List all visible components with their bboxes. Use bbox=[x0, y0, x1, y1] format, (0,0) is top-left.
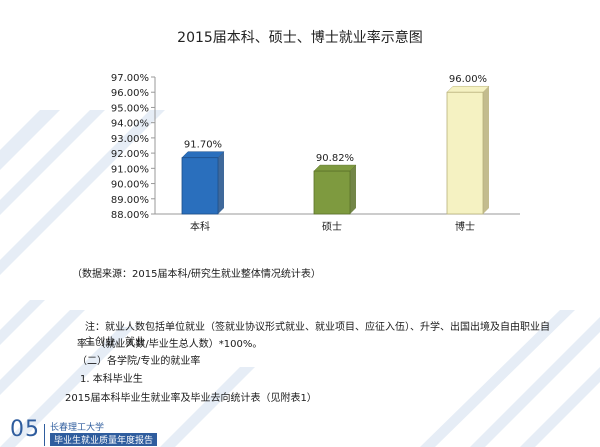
bars bbox=[181, 85, 490, 215]
y-tick-label: 90.00% bbox=[111, 180, 149, 191]
definition-note-line2: 率=（就业人数/毕业生总人数）*100%。 bbox=[77, 339, 263, 350]
school-name: 长春理工大学 bbox=[50, 423, 105, 433]
bar-front bbox=[181, 157, 219, 215]
report-name: 毕业生就业质量年度报告 bbox=[50, 433, 158, 446]
y-tick-label: 89.00% bbox=[111, 195, 149, 206]
y-tick-label: 94.00% bbox=[111, 119, 149, 130]
bar-side bbox=[218, 151, 224, 214]
bar-0 bbox=[181, 151, 225, 215]
category-labels: 本科 硕士 博士 bbox=[190, 220, 475, 233]
y-tick-label: 92.00% bbox=[111, 149, 149, 160]
page-number: 05 bbox=[10, 417, 40, 442]
bar-1 bbox=[313, 164, 357, 215]
y-tick-label: 96.00% bbox=[111, 88, 149, 99]
bar-top bbox=[181, 151, 225, 158]
value-labels: 91.70% 90.82% 96.00% bbox=[184, 74, 487, 164]
subsection-heading: 1. 本科毕业生 bbox=[80, 374, 143, 385]
category-label: 博士 bbox=[455, 220, 475, 233]
y-axis-ticks: 97.00% 96.00% 95.00% 94.00% 93.00% 92.00% 91.0… bbox=[111, 73, 155, 221]
category-label: 本科 bbox=[190, 220, 210, 233]
diagonal-stripes bbox=[0, 110, 600, 447]
bar-front bbox=[313, 170, 351, 215]
y-tick-label: 91.00% bbox=[111, 164, 149, 175]
y-tick-label: 88.00% bbox=[111, 210, 149, 221]
bar-top bbox=[313, 164, 357, 172]
y-tick-label: 93.00% bbox=[111, 134, 149, 145]
value-label: 96.00% bbox=[449, 74, 487, 85]
bar-top bbox=[446, 85, 490, 93]
y-tick-label: 97.00% bbox=[111, 73, 149, 84]
bar-side bbox=[483, 86, 489, 214]
bar-side bbox=[350, 165, 356, 214]
employment-rate-chart: 2015届本科、硕士、博士就业率示意图 97.00% 96.00% 95.00% 94… bbox=[111, 29, 520, 233]
value-label: 91.70% bbox=[184, 140, 222, 151]
definition-note-line1: 注：就业人数包括单位就业（签就业协议形式就业、就业项目、应征入伍）、升学、出国出… bbox=[85, 322, 550, 348]
chart-title: 2015届本科、硕士、博士就业率示意图 bbox=[177, 29, 423, 46]
category-label: 硕士 bbox=[322, 220, 342, 233]
data-source-note: （数据来源：2015届本科/研究生就业整体情况统计表） bbox=[72, 269, 321, 280]
footer-divider bbox=[44, 424, 45, 446]
bar-front bbox=[446, 91, 484, 215]
table-reference: 2015届本科毕业生就业率及毕业去向统计表（见附表1） bbox=[65, 393, 317, 404]
y-tick-label: 95.00% bbox=[111, 103, 149, 114]
section-heading: （二）各学院/专业的就业率 bbox=[77, 356, 201, 367]
value-label: 90.82% bbox=[316, 153, 354, 164]
bar-2 bbox=[446, 85, 490, 215]
